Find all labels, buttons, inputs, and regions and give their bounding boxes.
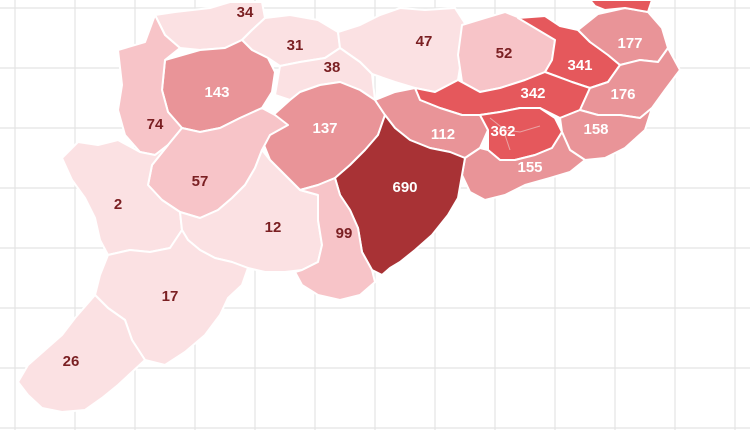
label-d99: 99 <box>336 225 353 242</box>
label-d17: 17 <box>162 288 179 305</box>
value-labels: 34 31 47 38 52 341 177 143 74 342 176 13… <box>63 4 643 370</box>
label-d690: 690 <box>392 179 417 196</box>
label-d177: 177 <box>617 35 642 52</box>
label-d74: 74 <box>147 116 164 133</box>
label-d362: 362 <box>490 123 515 140</box>
label-d12: 12 <box>265 219 282 236</box>
district-d155[interactable] <box>461 131 586 201</box>
district-d99[interactable] <box>294 177 376 301</box>
label-d158: 158 <box>583 121 608 138</box>
district-d74[interactable] <box>117 14 183 156</box>
label-d57: 57 <box>192 173 209 190</box>
label-d112: 112 <box>431 126 455 143</box>
label-d26: 26 <box>63 353 80 370</box>
label-d34: 34 <box>237 4 254 21</box>
label-d155: 155 <box>517 159 542 176</box>
label-d52: 52 <box>496 45 513 62</box>
district-dtopR[interactable] <box>589 0 653 13</box>
label-d137: 137 <box>312 120 337 137</box>
inner-boundary <box>504 134 511 151</box>
label-d342: 342 <box>520 85 545 102</box>
label-d341: 341 <box>567 57 592 74</box>
label-d31: 31 <box>287 37 304 54</box>
label-d38: 38 <box>324 59 341 76</box>
inner-boundary <box>489 117 541 133</box>
label-d143: 143 <box>204 84 229 101</box>
district-layer <box>17 0 681 413</box>
district-d26[interactable] <box>17 294 146 413</box>
label-d47: 47 <box>416 33 433 50</box>
label-d176: 176 <box>610 86 635 103</box>
label-d2: 2 <box>114 196 122 213</box>
